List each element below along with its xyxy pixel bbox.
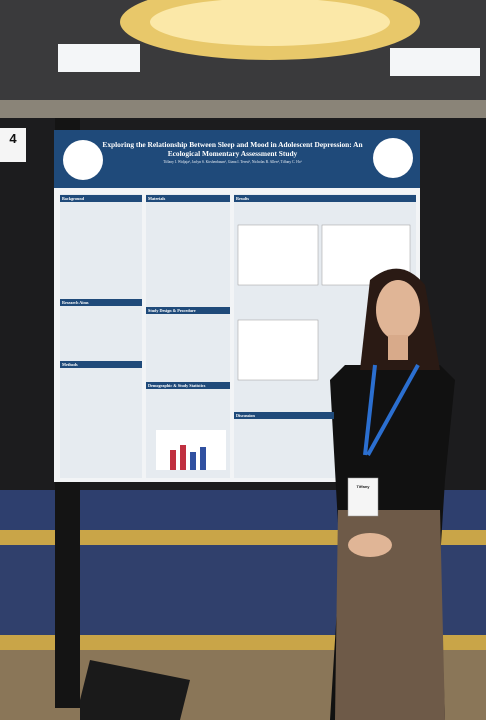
poster-header xyxy=(54,130,420,188)
bar-icon xyxy=(200,447,206,470)
figure xyxy=(321,224,411,286)
section-header: Research Aims xyxy=(60,299,142,306)
section-header: Background xyxy=(60,195,142,202)
name-badge xyxy=(347,477,379,517)
logo xyxy=(63,140,103,180)
bar-icon xyxy=(170,450,176,470)
chandelier-glow xyxy=(150,0,390,46)
poster-title: Exploring the Relationship Between Sleep… xyxy=(102,140,363,158)
board-number-card xyxy=(0,128,26,162)
lanyard xyxy=(363,364,420,456)
section-header: Study Design & Procedure xyxy=(146,307,230,314)
logo xyxy=(373,138,413,178)
poster-authors: Tiffany I. Widjaja¹, Jaclyn S. Kirshenba… xyxy=(163,160,302,164)
person-neck xyxy=(388,335,408,360)
section-header: Results xyxy=(234,195,416,202)
column xyxy=(60,194,142,478)
figure xyxy=(237,319,319,381)
section-header: Discussion xyxy=(234,412,334,419)
bar-icon xyxy=(190,452,196,470)
section-header: Materials xyxy=(146,195,230,202)
section-header: Methods xyxy=(60,361,142,368)
person-hands xyxy=(348,533,392,557)
badge-name: Tiffany xyxy=(356,484,370,489)
board-number: 4 xyxy=(9,131,17,146)
ceiling-light xyxy=(58,44,140,72)
bag xyxy=(80,660,190,720)
ceiling-light xyxy=(390,48,480,76)
figure xyxy=(237,224,319,286)
section-header: Demographic & Study Statistics xyxy=(146,382,230,389)
bar-icon xyxy=(180,445,186,470)
person-face xyxy=(376,280,420,340)
person-pants xyxy=(335,510,445,720)
